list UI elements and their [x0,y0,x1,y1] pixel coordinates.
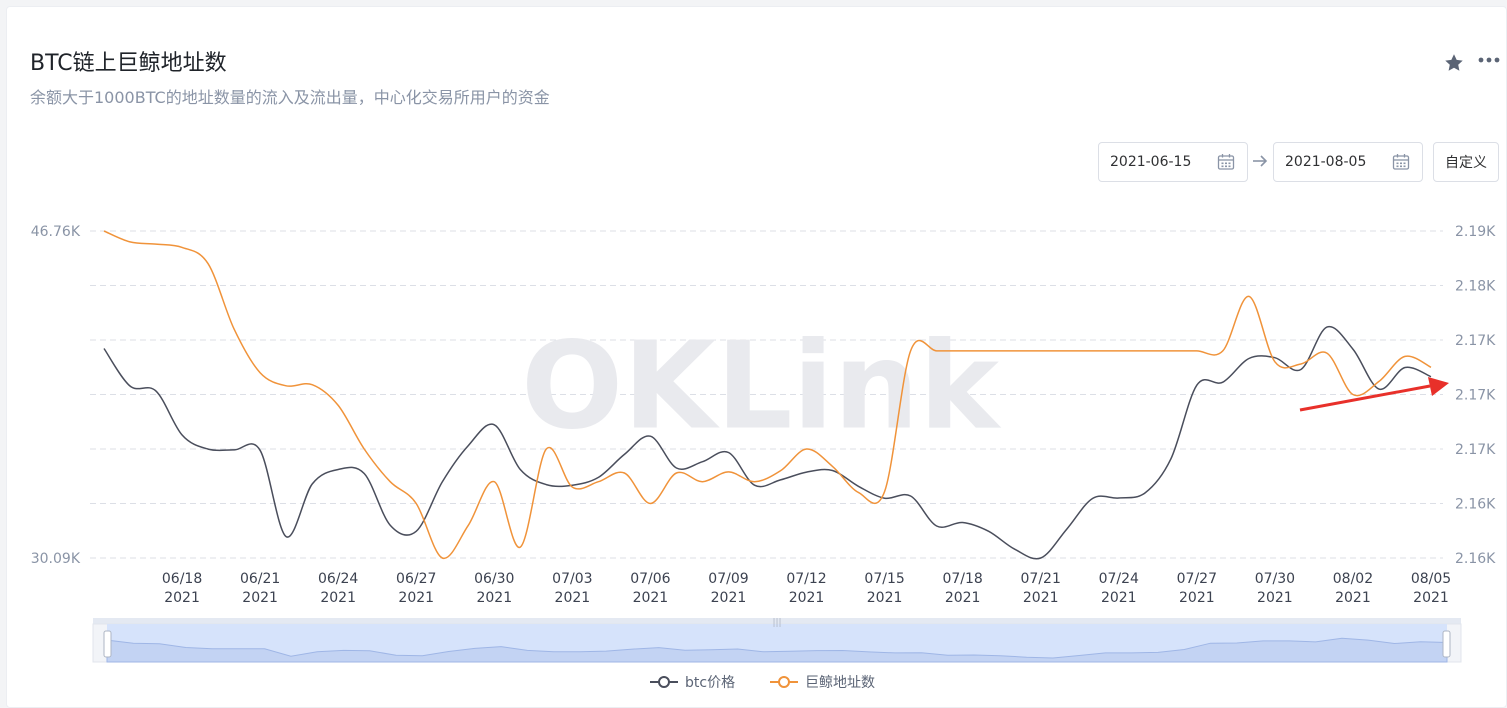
slider-right-handle[interactable] [1442,630,1451,658]
legend-label: 巨鲸地址数 [805,675,875,691]
more-horizontal-icon[interactable] [1477,53,1501,67]
legend-marker [778,676,790,688]
arrow-right-icon [1253,155,1268,167]
legend-item-whale-address-count[interactable]: 巨鲸地址数 [770,675,875,691]
calendar-icon [1217,154,1235,170]
end-date-value: 2021-08-05 [1285,154,1367,170]
star-icon[interactable] [1442,52,1466,74]
chart-subtitle: 余额大于1000BTC的地址数量的流入及流出量，中心化交易所用户的资金 [30,88,550,107]
slider-left-handle[interactable] [103,630,112,658]
end-date-picker[interactable]: 2021-08-05 [1273,142,1423,182]
chart-legend: btc价格 巨鲸地址数 [650,675,875,691]
legend-label: btc价格 [685,675,735,691]
legend-item-btc-price[interactable]: btc价格 [650,675,735,691]
calendar-icon [1392,154,1410,170]
start-date-picker[interactable]: 2021-06-15 [1098,142,1248,182]
chart-card [6,6,1507,708]
legend-marker [658,676,670,688]
custom-range-button[interactable]: 自定义 [1433,142,1499,182]
start-date-value: 2021-06-15 [1110,154,1192,170]
chart-title: BTC链上巨鲸地址数 [30,51,227,76]
